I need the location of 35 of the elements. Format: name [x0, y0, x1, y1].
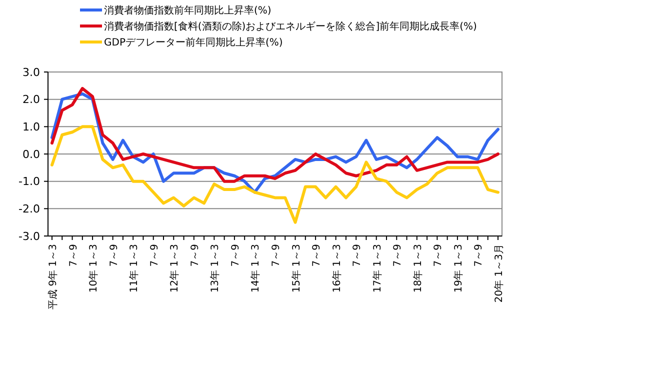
x-tick-label: 7～9: [352, 244, 364, 267]
y-tick-label: 2.0: [22, 93, 40, 106]
x-tick-label: 17年 1～3: [371, 244, 384, 293]
x-tick-label: 13年 1～3: [209, 244, 222, 293]
x-tick-label: 15年 1～3: [290, 244, 302, 293]
x-tick-label: 7～9: [433, 244, 444, 267]
x-tick-label: 7～9: [392, 244, 404, 267]
x-tick-label: 7～9: [68, 244, 80, 267]
x-tick-label: 18年 1～3: [412, 244, 424, 293]
x-tick-label: 7～9: [108, 244, 120, 267]
x-tick-label: 平成 9年 1～3: [47, 244, 59, 310]
x-tick-label: 7～9: [474, 244, 485, 267]
legend-label: 消費者物価指数[食料(酒類の除)およびエネルギーを除く総合]前年同期比成長率(%): [104, 20, 478, 32]
x-tick-label: 7～9: [190, 244, 201, 267]
x-tick-label: 19年 1～3: [452, 244, 464, 293]
x-tick-label: 11年 1～3: [128, 244, 140, 293]
line-series: [50, 86, 500, 183]
x-tick-label: 12年 1～3: [168, 244, 181, 293]
x-tick-label: 7～9: [230, 244, 242, 267]
legend-label: GDPデフレーター前年同期比上昇率(%): [104, 36, 283, 48]
x-tick-label: 10年 1～3: [88, 244, 100, 293]
y-tick-label: -3.0: [18, 230, 40, 243]
y-tick-label: -2.0: [18, 202, 40, 216]
y-tick-label: 1.0: [22, 120, 40, 134]
legend-label: 消費者物価指数前年同期比上昇率(%): [104, 4, 272, 16]
x-tick-label: 16年 1～3: [330, 244, 343, 293]
line-series: [50, 125, 500, 224]
y-tick-label: 3.0: [22, 66, 40, 79]
y-tick-label: 0.0: [22, 148, 40, 161]
x-tick-label: 7～9: [312, 244, 323, 267]
y-tick-label: -1.0: [18, 175, 40, 188]
x-tick-label: 7～9: [149, 244, 160, 267]
x-tick-label: 14年 1～3: [250, 244, 262, 293]
x-tick-label: 7～9: [271, 244, 282, 267]
x-tick-label: 20年 1～3月: [493, 244, 505, 303]
